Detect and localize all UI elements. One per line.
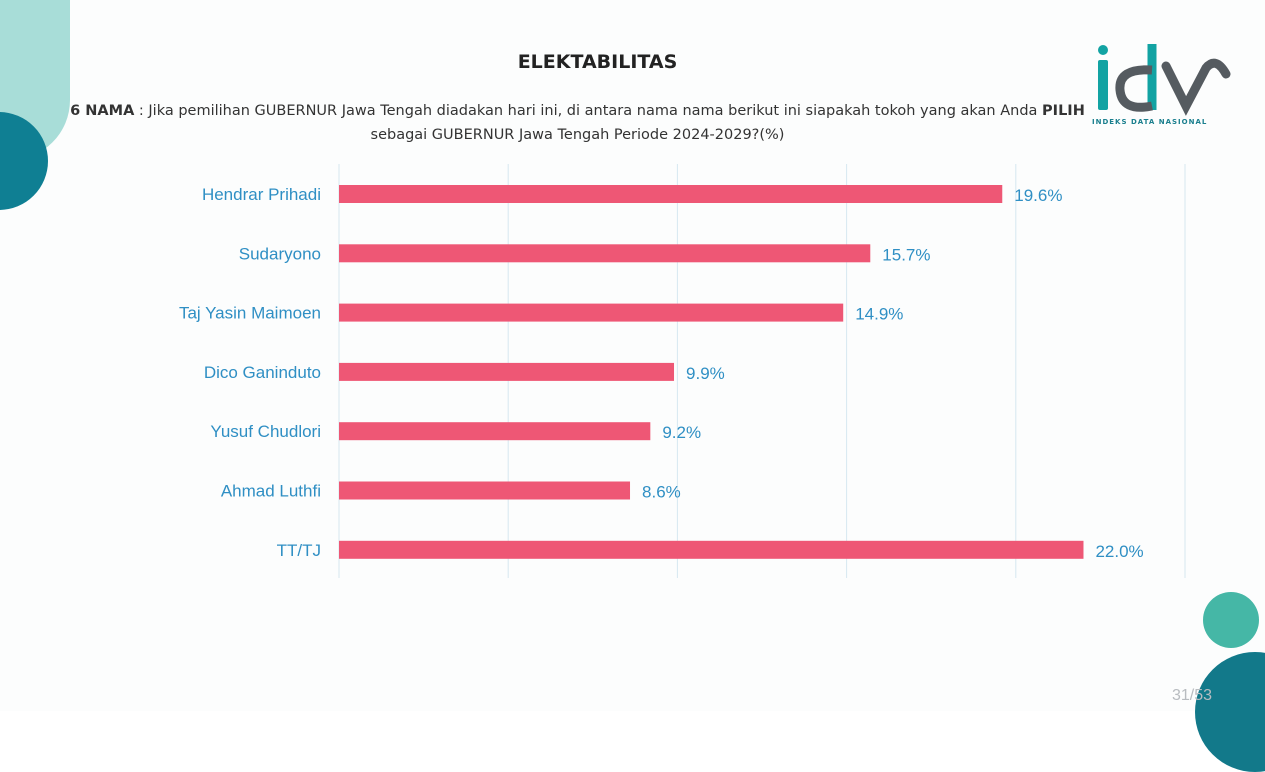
bar — [339, 362, 675, 381]
category-label: Ahmad Luthfi — [221, 482, 321, 501]
bar — [339, 185, 1003, 203]
bar — [339, 481, 631, 500]
category-label: Sudaryono — [239, 244, 321, 263]
question-lead: 6 NAMA — [70, 103, 135, 119]
data-label: 19.6% — [1014, 186, 1062, 205]
data-label: 14.9% — [855, 305, 903, 324]
logo-mark-icon: idn — [1098, 44, 1231, 116]
page-number: 31/53 — [1172, 687, 1213, 704]
category-label: Dico Ganinduto — [204, 363, 321, 382]
data-label: 8.6% — [642, 483, 681, 502]
question-part1: : Jika pemilihan GUBERNUR Jawa Tengah di… — [134, 103, 1043, 119]
category-label: Yusuf Chudlori — [210, 422, 321, 441]
question-emphasis: PILIH — [1042, 103, 1085, 119]
data-label: 22.0% — [1095, 542, 1143, 561]
data-label: 9.9% — [686, 364, 725, 383]
bar — [339, 540, 1084, 559]
bar — [339, 422, 651, 441]
logo: idn INDEKS DATA NASIONAL — [1092, 40, 1232, 132]
category-label: Hendrar Prihadi — [202, 185, 321, 204]
slide-title: ELEKTABILITAS — [517, 51, 678, 73]
bar — [339, 303, 844, 322]
data-label: 15.7% — [882, 245, 930, 264]
logo-subtitle: INDEKS DATA NASIONAL — [1092, 118, 1208, 126]
data-label: 9.2% — [662, 423, 701, 442]
bar-chart: Hendrar Prihadi 19.6% Sudaryono 15.7% Taj Ya… — [179, 164, 1186, 578]
bar — [339, 244, 871, 263]
category-label: TT/TJ — [277, 541, 321, 560]
question-part2: sebagai GUBERNUR Jawa Tengah Periode 202… — [370, 127, 785, 143]
decorative-circle — [1203, 592, 1259, 648]
category-label: Taj Yasin Maimoen — [179, 304, 321, 323]
question-text: 6 NAMA : Jika pemilihan GUBERNUR Jawa Te… — [60, 99, 1095, 147]
